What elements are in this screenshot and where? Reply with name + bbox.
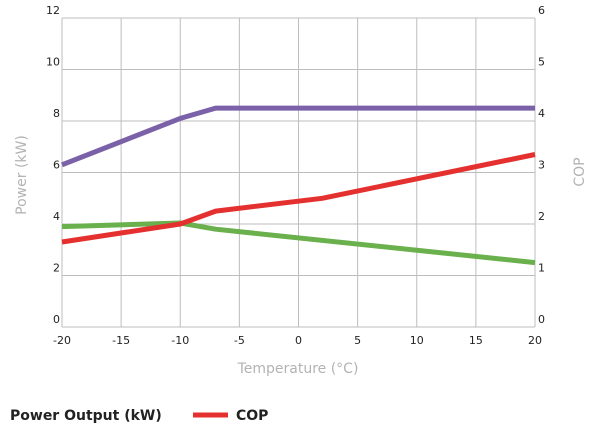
y-right-tick-label: 3 bbox=[538, 159, 545, 172]
y-right-axis-title: COP bbox=[572, 157, 588, 186]
y-right-tick-label: 1 bbox=[538, 262, 545, 275]
series-line-2 bbox=[61, 220, 536, 266]
x-tick-label: 15 bbox=[469, 334, 483, 347]
series-line-1 bbox=[61, 152, 536, 245]
x-tick-label: -5 bbox=[234, 334, 245, 347]
x-tick-label: -20 bbox=[53, 334, 71, 347]
x-tick-label: 10 bbox=[410, 334, 424, 347]
x-tick-label: 0 bbox=[295, 334, 302, 347]
y-left-tick-label: 4 bbox=[53, 210, 60, 223]
x-tick-label: 20 bbox=[528, 334, 542, 347]
x-tick-label: -15 bbox=[112, 334, 130, 347]
grid bbox=[61, 17, 536, 328]
legend: Power Output (kW) COP bbox=[10, 408, 268, 424]
y-left-tick-label: 2 bbox=[53, 262, 60, 275]
y-right-tick-label: 5 bbox=[538, 56, 545, 69]
legend-label-power-output: Power Output (kW) bbox=[10, 408, 162, 424]
y-right-tick-label: 6 bbox=[538, 4, 545, 17]
y-left-tick-label: 10 bbox=[46, 56, 60, 69]
series-layer bbox=[61, 105, 536, 266]
y-right-tick-label: 4 bbox=[538, 107, 545, 120]
y-right-tick-label: 0 bbox=[538, 313, 545, 326]
x-tick-label: 5 bbox=[354, 334, 361, 347]
y-left-tick-label: 0 bbox=[53, 313, 60, 326]
y-left-axis-title: Power (kW) bbox=[14, 135, 30, 215]
y-left-tick-label: 8 bbox=[53, 107, 60, 120]
y-left-tick-label: 6 bbox=[53, 159, 60, 172]
x-tick-label: -10 bbox=[171, 334, 189, 347]
series-line-0 bbox=[61, 105, 535, 168]
x-axis-title: Temperature (°C) bbox=[237, 361, 359, 377]
y-left-tick-label: 12 bbox=[46, 4, 60, 17]
legend-label-cop: COP bbox=[236, 408, 268, 424]
y-right-tick-label: 2 bbox=[538, 210, 545, 223]
